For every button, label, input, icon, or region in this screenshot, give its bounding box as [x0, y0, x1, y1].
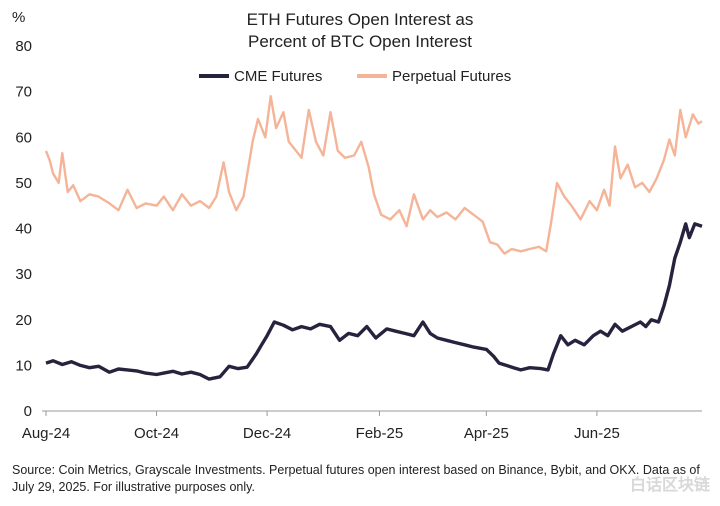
y-tick-label: 30 — [15, 266, 32, 283]
y-tick-label: 70 — [15, 84, 32, 101]
y-tick-label: 40 — [15, 221, 32, 238]
legend: CME Futures Perpetual Futures — [199, 68, 511, 85]
y-axis: 0 10 20 30 40 50 60 70 80 — [15, 38, 32, 420]
x-axis: Aug-24 Oct-24 Dec-24 Feb-25 Apr-25 Jun-25 — [22, 411, 620, 442]
y-tick-label: 80 — [15, 38, 32, 55]
x-tick-label: Oct-24 — [134, 425, 179, 442]
y-tick-label: 50 — [15, 175, 32, 192]
y-tick-label: 0 — [24, 403, 32, 420]
watermark-text: 白话区块链 — [629, 477, 710, 494]
x-tick-label: Dec-24 — [243, 425, 291, 442]
source-footnote: Source: Coin Metrics, Grayscale Investme… — [12, 463, 700, 494]
x-tick-label: Jun-25 — [574, 425, 620, 442]
series-line-cme-futures — [45, 222, 703, 381]
chart-title-line-2: Percent of BTC Open Interest — [248, 32, 472, 51]
legend-label-perpetual: Perpetual Futures — [392, 68, 511, 85]
y-axis-unit-label: % — [12, 9, 25, 26]
y-tick-label: 10 — [15, 357, 32, 374]
series-line-perpetual-futures — [44, 95, 703, 255]
y-tick-label: 60 — [15, 129, 32, 146]
chart-title-line-1: ETH Futures Open Interest as — [247, 10, 474, 29]
x-tick-label: Aug-24 — [22, 425, 70, 442]
legend-label-cme: CME Futures — [234, 68, 322, 85]
x-tick-label: Apr-25 — [464, 425, 509, 442]
x-tick-label: Feb-25 — [356, 425, 404, 442]
y-tick-label: 20 — [15, 312, 32, 329]
